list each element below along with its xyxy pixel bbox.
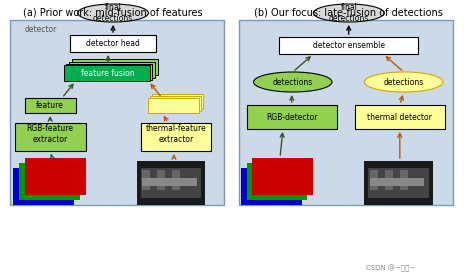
Bar [370, 178, 425, 186]
Ellipse shape [78, 4, 149, 22]
Bar [72, 59, 158, 75]
Bar [19, 163, 79, 200]
Bar [66, 64, 152, 80]
Bar [368, 168, 429, 198]
Text: CSDN @~拾测~: CSDN @~拾测~ [367, 264, 416, 272]
Bar [150, 96, 201, 111]
Bar [25, 158, 85, 195]
Bar [253, 158, 313, 195]
Bar [142, 178, 197, 186]
Bar [354, 105, 445, 129]
Text: (b) Our focus: late-fusion of detections: (b) Our focus: late-fusion of detections [255, 7, 443, 17]
Text: (a) Prior work: mid-fusion of features: (a) Prior work: mid-fusion of features [23, 7, 203, 17]
Bar [149, 98, 199, 113]
Text: feature fusion: feature fusion [81, 68, 135, 78]
Text: RGB-feature
extractor: RGB-feature extractor [27, 124, 74, 144]
Bar [142, 170, 150, 190]
Text: thermal-feature
extractor: thermal-feature extractor [146, 124, 206, 144]
Bar [136, 161, 205, 205]
Bar [241, 168, 302, 205]
Text: detections: detections [273, 78, 313, 86]
Bar [70, 35, 156, 52]
Bar [25, 98, 76, 113]
Text: detector: detector [25, 25, 57, 34]
Bar [141, 168, 201, 198]
Bar [247, 105, 337, 129]
Bar [69, 62, 155, 78]
Bar [400, 170, 408, 190]
Bar [172, 170, 180, 190]
Bar [385, 170, 393, 190]
Ellipse shape [254, 72, 332, 92]
Bar [157, 170, 165, 190]
Bar [15, 123, 85, 151]
Text: detector ensemble: detector ensemble [313, 41, 385, 50]
Text: detector head: detector head [86, 39, 140, 48]
Bar [10, 20, 224, 205]
Text: RGB-detector: RGB-detector [266, 113, 318, 121]
Bar [152, 94, 203, 109]
Bar [370, 170, 378, 190]
Text: detections: detections [383, 78, 424, 86]
Bar [364, 161, 433, 205]
Text: final
detections: final detections [329, 3, 369, 23]
Text: thermal detector: thermal detector [368, 113, 432, 121]
Bar [279, 37, 418, 54]
Bar [239, 20, 453, 205]
Bar [64, 65, 150, 81]
Bar [13, 168, 74, 205]
Ellipse shape [313, 4, 384, 22]
Text: feature: feature [36, 101, 64, 110]
Text: final
detections: final detections [93, 3, 133, 23]
Bar [141, 123, 211, 151]
Bar [247, 163, 307, 200]
Ellipse shape [364, 72, 443, 92]
